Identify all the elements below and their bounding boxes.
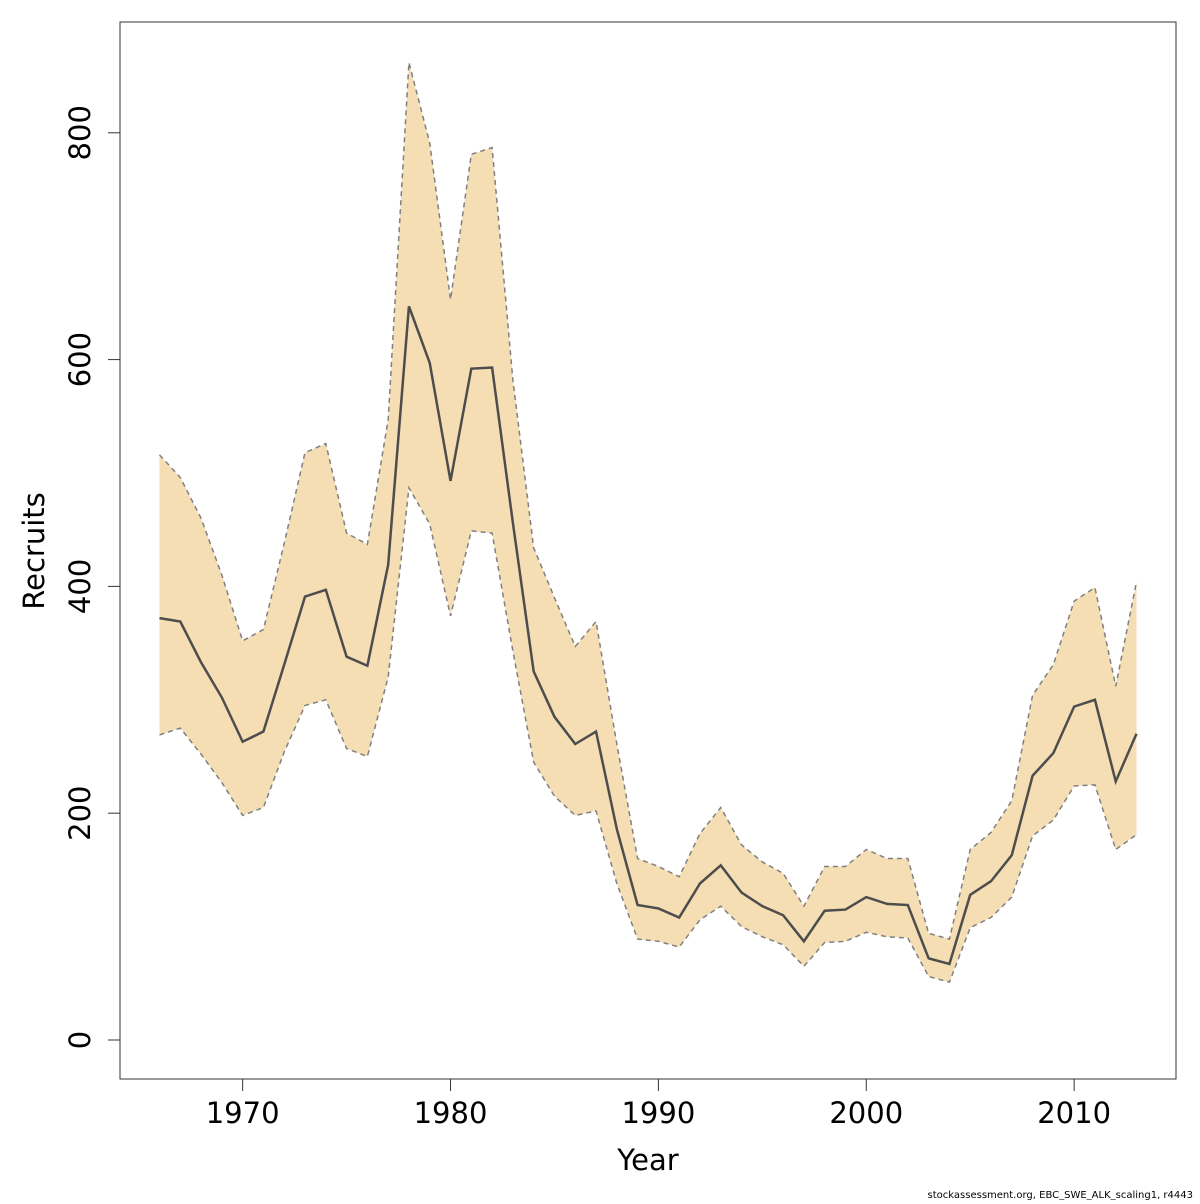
lower-bound xyxy=(159,485,1137,984)
y-tick-label: 600 xyxy=(63,332,97,387)
x-tick-label: 1970 xyxy=(206,1096,280,1130)
y-axis-label: Recruits xyxy=(17,492,51,609)
y-tick-label: 200 xyxy=(63,786,97,841)
x-tick-label: 2000 xyxy=(829,1096,903,1130)
y-tick-label: 800 xyxy=(63,105,97,160)
x-tick-label: 2010 xyxy=(1037,1096,1111,1130)
y-tick-label: 400 xyxy=(63,559,97,614)
x-tick-label: 1990 xyxy=(621,1096,695,1130)
y-tick-label: 0 xyxy=(63,1031,97,1049)
plot-frame xyxy=(119,21,1177,1080)
estimate-line xyxy=(159,305,1138,966)
confidence-band xyxy=(159,62,1137,983)
x-axis-label: Year xyxy=(616,1143,678,1177)
x-tick-label: 1980 xyxy=(414,1096,488,1130)
footer: stockassessment.org, EBC_SWE_ALK_scaling… xyxy=(928,1190,1193,1200)
